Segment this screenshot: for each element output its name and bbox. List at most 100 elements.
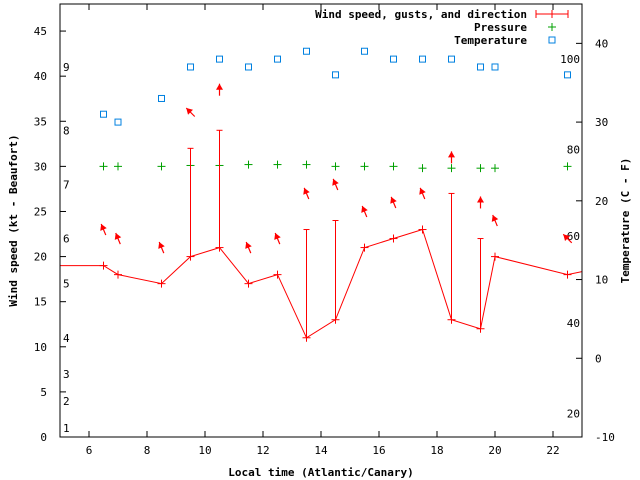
y2-tick-label: 40 <box>595 37 608 50</box>
pressure-point <box>273 160 282 169</box>
x-tick-label: 16 <box>372 444 385 457</box>
y-tick-label: 40 <box>34 70 47 83</box>
y-axis-label: Wind speed (kt - Beaufort) <box>7 134 20 306</box>
wind-speed-line <box>60 228 583 339</box>
x-tick-label: 6 <box>86 444 93 457</box>
wind-speed-point <box>418 225 427 234</box>
y-tick-label: 15 <box>34 296 47 309</box>
beaufort-label: 6 <box>63 233 70 246</box>
wind-speed-point <box>99 261 108 270</box>
legend-label-temperature: Temperature <box>454 34 527 47</box>
beaufort-label: 4 <box>63 332 70 345</box>
pressure-point <box>563 162 572 171</box>
wind-direction-arrow <box>114 232 122 245</box>
legend: Wind speed, gusts, and direction Pressur… <box>315 8 569 47</box>
wind-direction-arrow <box>245 241 252 254</box>
wind-direction-arrow <box>419 187 426 200</box>
wind-direction-arrow <box>274 232 281 245</box>
legend-symbol-wind <box>535 10 569 18</box>
beaufort-label: 2 <box>63 395 70 408</box>
legend-label-wind: Wind speed, gusts, and direction <box>315 8 527 21</box>
pressure-point <box>447 164 456 173</box>
temperature-point <box>419 55 426 63</box>
wind-speed-point <box>476 324 485 333</box>
legend-label-pressure: Pressure <box>474 21 527 34</box>
beaufort-label: 3 <box>63 368 70 381</box>
fahrenheit-label: 60 <box>567 230 580 243</box>
wind-direction-arrow <box>303 187 310 200</box>
wind-speed-point <box>273 270 282 279</box>
pressure-point <box>114 162 122 171</box>
wind-speed-point <box>491 252 499 261</box>
y-tick-label: 0 <box>40 431 47 444</box>
y2-tick-label: 10 <box>595 274 608 287</box>
wind-speed-point <box>215 243 224 252</box>
y2-tick-label: 20 <box>595 195 608 208</box>
temperature-point <box>303 47 310 55</box>
y2-axis-label: Temperature (C - F) <box>619 158 632 284</box>
pressure-point <box>157 162 166 171</box>
x-tick-label: 20 <box>488 444 501 457</box>
temperature-point <box>158 94 165 102</box>
wind-direction-arrow <box>332 178 339 191</box>
wind-direction-arrow <box>562 233 573 244</box>
y-tick-label: 35 <box>34 115 47 128</box>
wind-speed-point <box>389 234 398 243</box>
x-tick-label: 22 <box>546 444 559 457</box>
temperature-point <box>100 110 107 118</box>
fahrenheit-label: 40 <box>567 317 580 330</box>
wind-speed-point <box>563 270 572 279</box>
wind-speed-point <box>114 270 122 279</box>
pressure-point <box>244 160 253 169</box>
pressure-point <box>331 162 340 171</box>
temperature-point <box>187 63 194 71</box>
wind-speed-point <box>360 243 369 252</box>
wind-direction-arrow <box>448 151 455 164</box>
temperature-point <box>114 118 122 126</box>
temperature-point <box>332 71 339 79</box>
x-axis-label: Local time (Atlantic/Canary) <box>228 466 413 479</box>
wind-speed-point <box>244 279 253 288</box>
y-tick-label: 45 <box>34 25 47 38</box>
temperature-point <box>491 63 499 71</box>
y-tick-label: 30 <box>34 160 47 173</box>
y-tick-label: 5 <box>40 386 47 399</box>
beaufort-label: 9 <box>63 61 70 74</box>
y-tick-label: 25 <box>34 205 47 218</box>
temperature-point <box>477 63 484 71</box>
wind-direction-arrow <box>477 196 484 209</box>
fahrenheit-label: 20 <box>567 407 580 420</box>
wind-speed-point <box>302 333 311 342</box>
pressure-point <box>491 164 499 173</box>
x-tick-label: 8 <box>144 444 151 457</box>
wind-speed-point <box>157 279 166 288</box>
beaufort-label: 1 <box>63 422 70 435</box>
x-tick-label: 12 <box>256 444 269 457</box>
x-tick-label: 18 <box>430 444 443 457</box>
pressure-point <box>360 162 369 171</box>
beaufort-label: 7 <box>63 178 70 191</box>
y-tick-label: 20 <box>34 251 47 264</box>
wind-direction-arrow <box>100 223 107 236</box>
temperature-point <box>274 55 281 63</box>
temperature-point <box>448 55 455 63</box>
plot-frame <box>59 3 583 438</box>
gust-bar <box>303 229 310 338</box>
gust-bar <box>216 129 223 248</box>
wind-speed-point <box>186 252 195 261</box>
wind-direction-arrow <box>491 214 499 227</box>
wind-speed-point <box>331 315 340 324</box>
beaufort-label: 5 <box>63 278 70 291</box>
temperature-point <box>564 71 571 79</box>
pressure-point <box>476 164 485 173</box>
pressure-point <box>302 160 311 169</box>
x-tick-label: 14 <box>314 444 328 457</box>
pressure-point <box>99 162 108 171</box>
beaufort-label: 8 <box>63 124 70 137</box>
temperature-point <box>245 63 252 71</box>
legend-symbol-pressure <box>548 23 556 31</box>
wind-direction-arrow <box>216 83 223 96</box>
x-tick-label: 10 <box>198 444 211 457</box>
